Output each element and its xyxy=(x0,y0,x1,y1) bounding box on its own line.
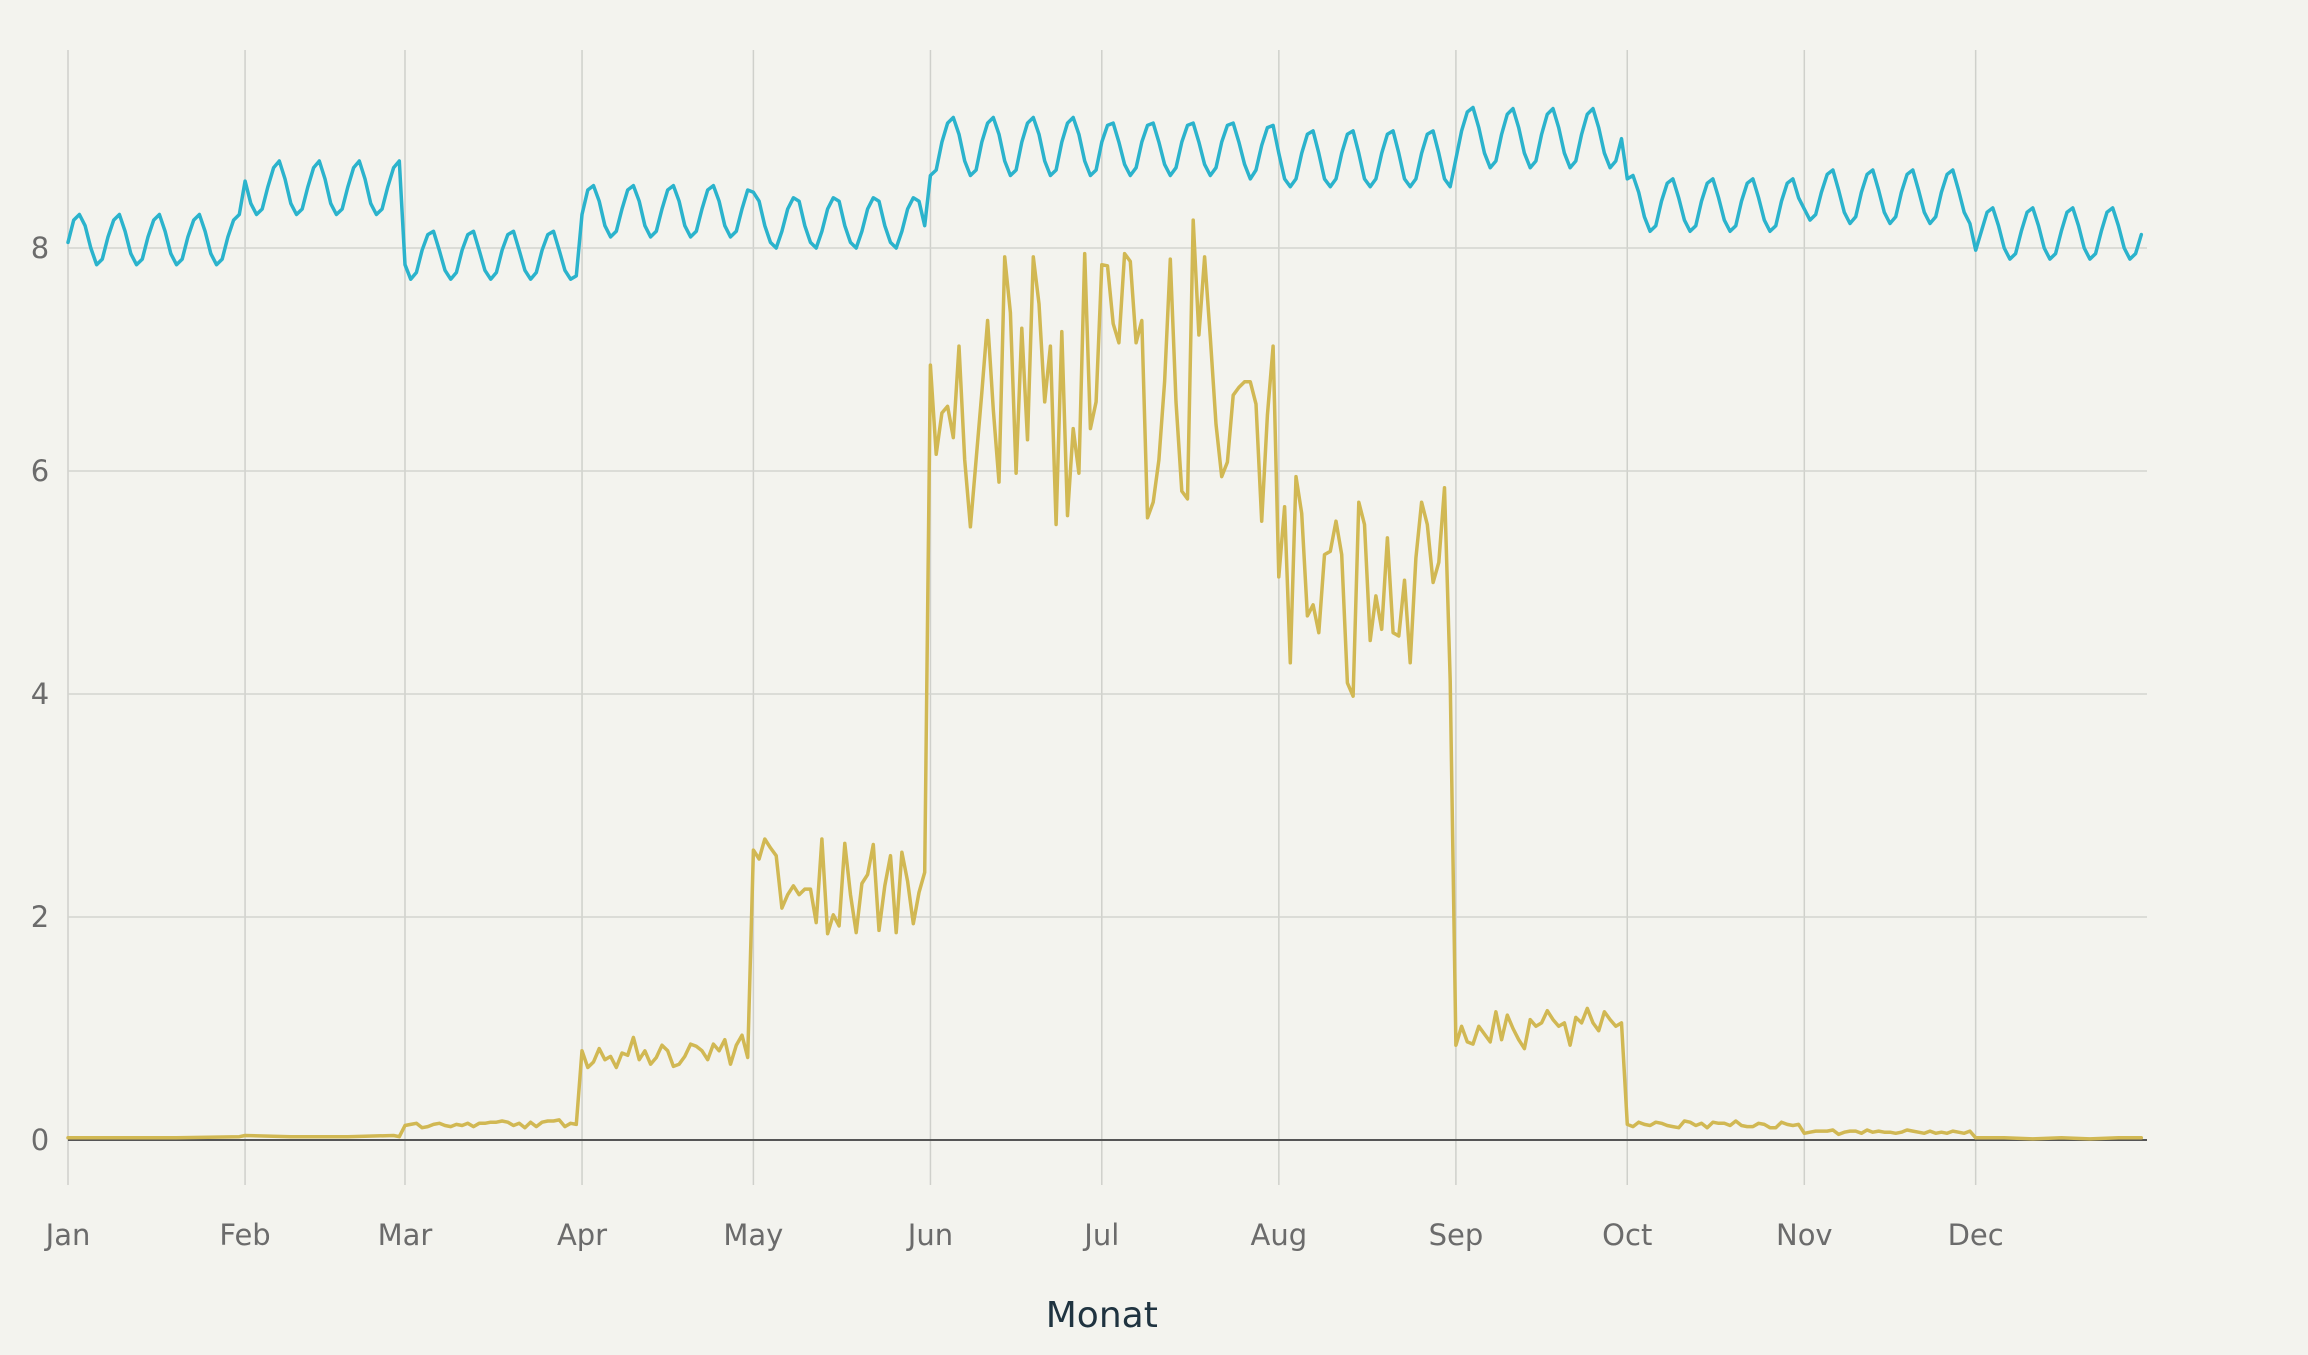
x-tick-labels: Jan Feb Mar Apr May Jun Jul Aug Sep Oct Nov Dec xyxy=(44,1218,2004,1252)
x-tick-label: Feb xyxy=(219,1218,270,1252)
y-tick-label: 2 xyxy=(31,900,49,934)
x-tick-label: Jan xyxy=(44,1218,91,1252)
x-tick-label: Jul xyxy=(1082,1218,1119,1252)
horizontal-gridlines xyxy=(68,247,2147,918)
y-tick-label: 8 xyxy=(31,231,49,265)
series-line-2 xyxy=(66,218,2144,1141)
y-tick-label: 4 xyxy=(31,677,49,711)
series-line-1 xyxy=(66,105,2144,281)
x-tick-label: Aug xyxy=(1251,1218,1308,1252)
x-tick-label: Apr xyxy=(557,1218,607,1252)
x-tick-label: Oct xyxy=(1602,1218,1652,1252)
x-axis-title: Monat xyxy=(1046,1295,1158,1336)
y-tick-label: 6 xyxy=(31,454,49,488)
x-tick-label: Nov xyxy=(1776,1218,1833,1252)
y-tick-labels: 0 2 4 6 8 xyxy=(31,231,49,1157)
x-tick-label: Mar xyxy=(378,1218,433,1252)
x-tick-label: Sep xyxy=(1429,1218,1484,1252)
x-tick-label: May xyxy=(723,1218,783,1252)
x-tick-label: Dec xyxy=(1948,1218,2004,1252)
series-layer xyxy=(66,105,2144,1141)
x-tick-label: Jun xyxy=(906,1218,953,1252)
y-tick-label: 0 xyxy=(31,1123,49,1157)
